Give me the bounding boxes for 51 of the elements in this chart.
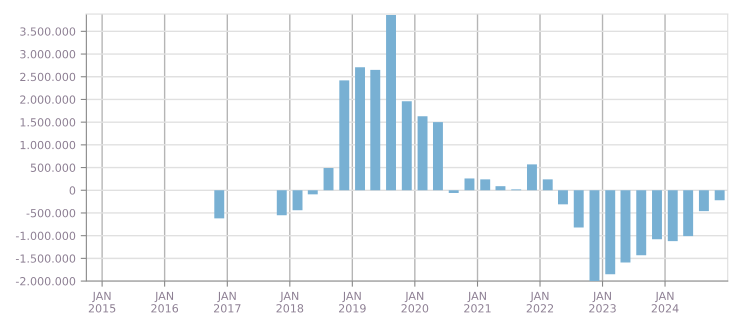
bar [370,70,380,190]
y-tick-label: 3.500.000 [20,27,76,36]
bar [652,190,662,240]
bar [683,190,694,236]
y-tick-label: -2.000.000 [16,277,76,286]
bar [324,168,334,190]
bar [448,190,459,193]
bar [590,190,600,282]
bar [214,190,224,218]
bar [432,122,443,190]
bar [402,101,412,190]
bar [714,190,725,200]
bar [574,190,584,228]
x-tick-label: JAN 2021 [464,292,491,313]
y-tick-label: 500.000 [30,164,76,172]
x-tick-label: JAN 2019 [339,292,366,313]
y-tick-label: 1.000.000 [20,140,76,150]
bar [620,190,630,262]
bar [480,179,490,190]
bar [527,164,537,190]
bar [308,190,318,194]
y-tick-label: -1.500.000 [16,254,76,263]
y-tick-label: -1.000.000 [16,232,76,240]
bar [276,190,287,216]
y-tick-label: -500.000 [26,208,76,218]
bar [386,14,396,190]
x-tick-label: JAN 2024 [652,292,679,313]
x-tick-label: JAN 2017 [214,292,240,313]
bar [668,190,678,242]
y-tick-label: 1.500.000 [20,118,76,127]
bar [542,179,553,190]
y-tick-label: 2.500.000 [20,72,76,82]
x-tick-label: JAN 2015 [88,292,116,313]
bar [355,67,365,190]
x-tick-label: JAN 2018 [276,292,304,313]
bar [558,190,568,204]
bar [292,190,302,210]
bar [636,190,646,256]
y-tick-label: 3.000.000 [20,50,76,58]
x-tick-label: JAN 2022 [526,292,554,313]
x-tick-label: JAN 2020 [402,292,428,313]
bar [698,190,709,212]
bar [464,178,474,190]
y-tick-label: 0 [70,186,76,195]
x-tick-label: JAN 2016 [151,292,178,313]
bar [339,80,350,190]
bar [418,116,428,190]
bar [495,186,506,190]
y-tick-label: 2.000.000 [20,95,76,104]
x-tick-label: JAN 2023 [589,292,616,313]
bar [605,190,616,274]
